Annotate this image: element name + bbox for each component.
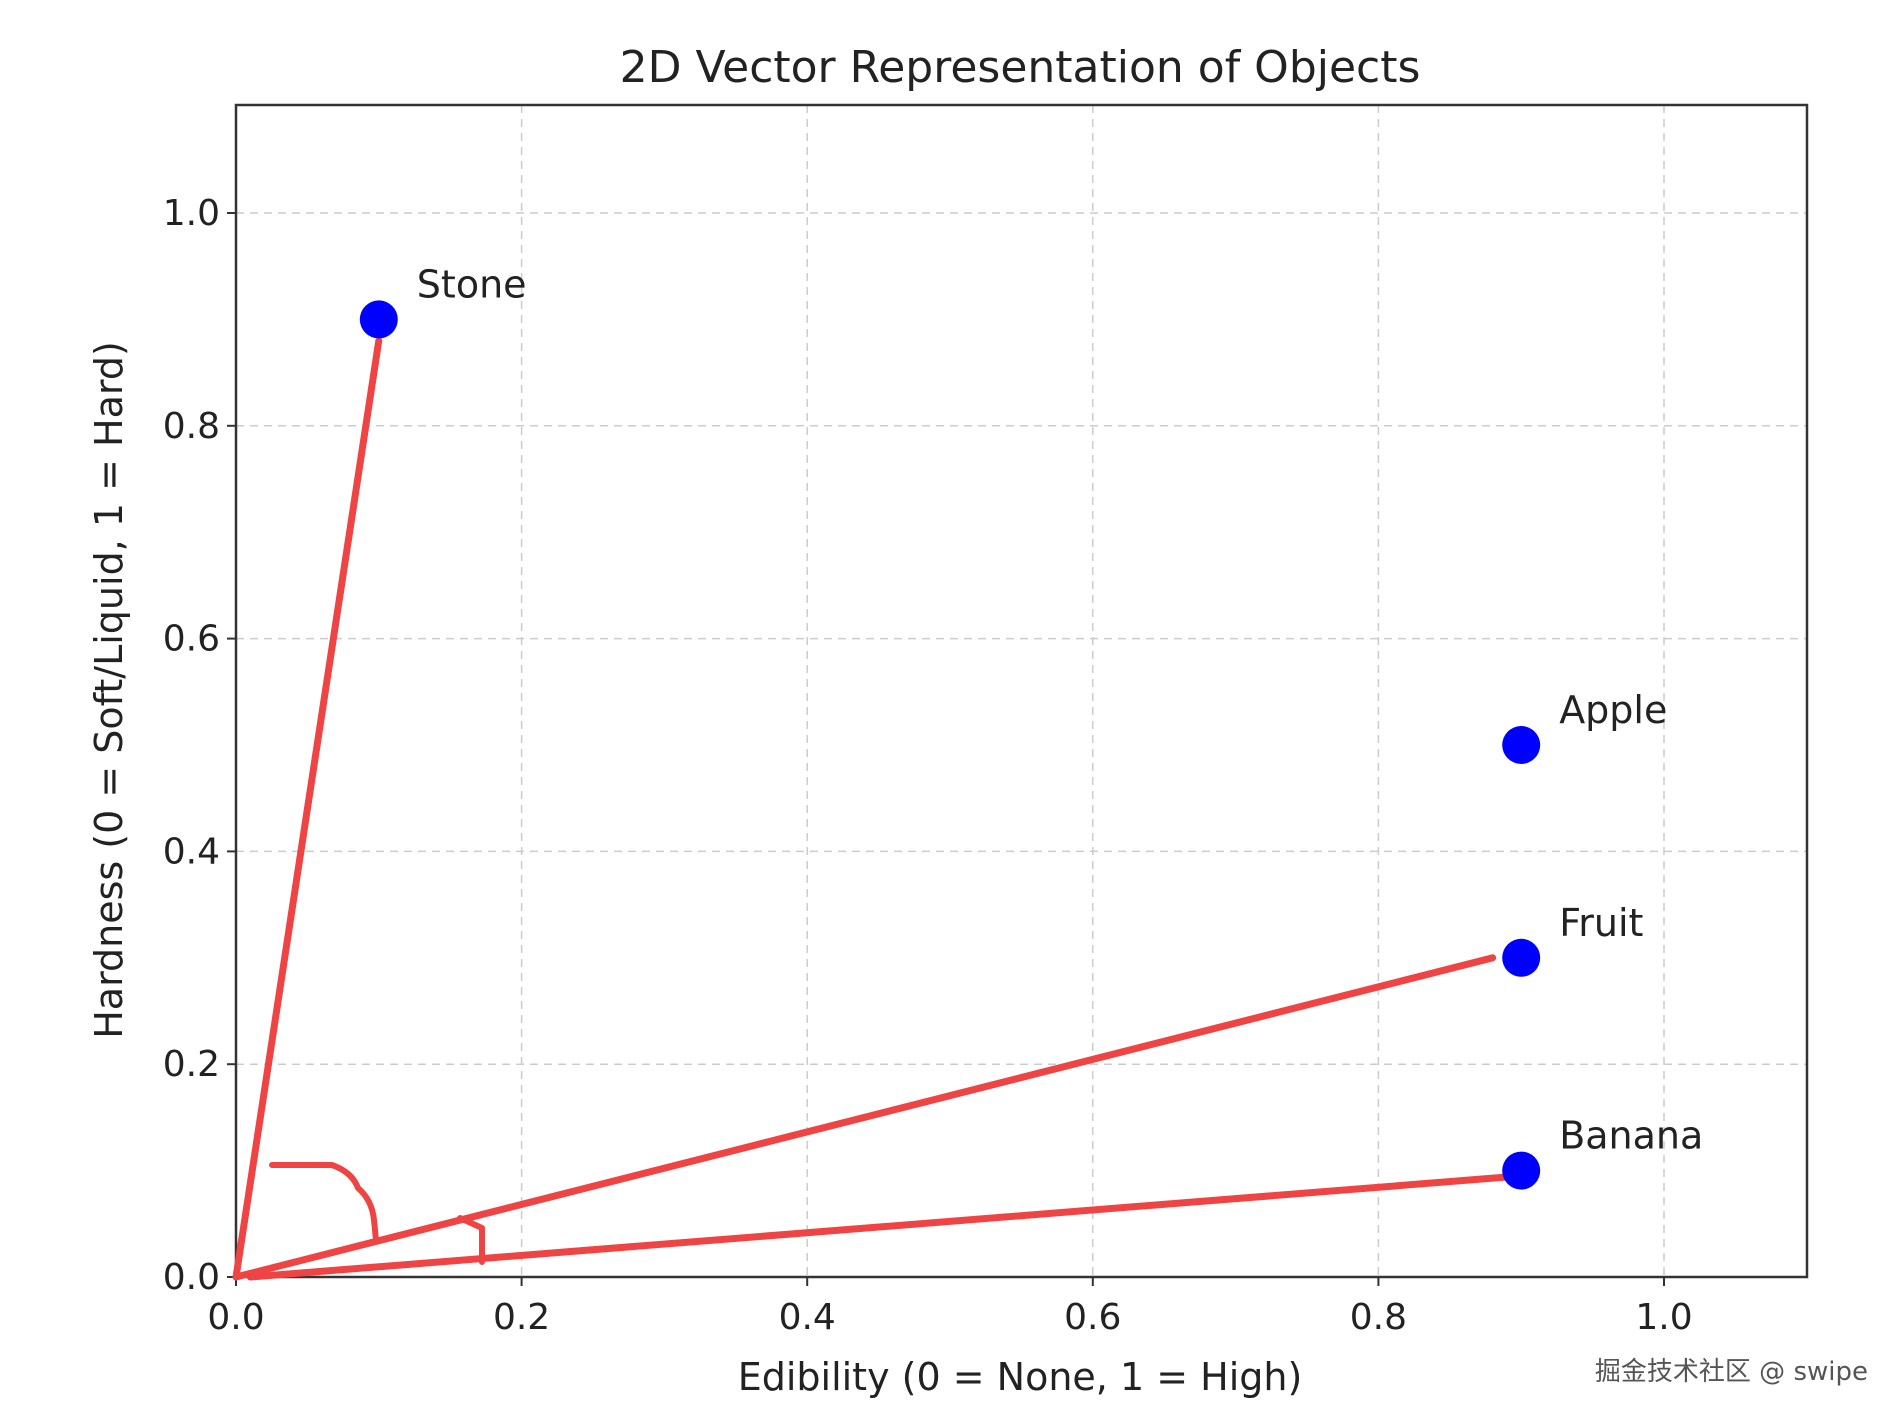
angle-markers bbox=[269, 1162, 485, 1265]
axis-ticks: 0.0 0.2 0.4 0.6 0.8 1.0 0.0 0.2 0.4 0.6 0.8 1.0 bbox=[163, 193, 1693, 1338]
y-tick-label: 0.0 bbox=[163, 1257, 220, 1298]
point-label-banana: Banana bbox=[1559, 1114, 1703, 1158]
point-stone bbox=[359, 300, 398, 339]
y-axis-label: Hardness (0 = Soft/Liquid, 1 = Hard) bbox=[87, 341, 131, 1039]
y-tick-label: 0.8 bbox=[163, 406, 220, 447]
point-banana bbox=[1502, 1151, 1541, 1190]
x-tick-label: 0.4 bbox=[779, 1297, 836, 1338]
x-tick-label: 1.0 bbox=[1635, 1297, 1692, 1338]
watermark: 掘金技术社区 @ swipe bbox=[1595, 1357, 1868, 1387]
angle-marker-stone-fruit bbox=[269, 1162, 379, 1243]
x-tick-label: 0.8 bbox=[1350, 1297, 1407, 1338]
point-label-apple: Apple bbox=[1559, 688, 1667, 732]
vector-stone bbox=[232, 337, 383, 1281]
chart-title: 2D Vector Representation of Objects bbox=[620, 42, 1421, 93]
vector-banana bbox=[246, 1172, 1525, 1281]
point-label-stone: Stone bbox=[417, 262, 527, 306]
x-tick-label: 0.6 bbox=[1064, 1297, 1121, 1338]
point-apple bbox=[1502, 726, 1541, 764]
y-tick-label: 0.6 bbox=[163, 619, 220, 660]
y-tick-label: 1.0 bbox=[163, 193, 220, 234]
vector-fruit bbox=[232, 954, 1497, 1281]
point-fruit bbox=[1502, 938, 1541, 977]
data-points: Stone Apple Fruit Banana bbox=[359, 262, 1703, 1190]
y-tick-label: 0.4 bbox=[163, 831, 220, 872]
x-tick-label: 0.0 bbox=[207, 1297, 264, 1338]
grid bbox=[236, 105, 1807, 1277]
point-label-fruit: Fruit bbox=[1559, 901, 1643, 945]
y-tick-label: 0.2 bbox=[163, 1044, 220, 1085]
vectors bbox=[232, 337, 1525, 1281]
x-axis-label: Edibility (0 = None, 1 = High) bbox=[738, 1355, 1303, 1399]
plot-frame bbox=[234, 103, 1809, 1279]
x-tick-label: 0.2 bbox=[493, 1297, 550, 1338]
